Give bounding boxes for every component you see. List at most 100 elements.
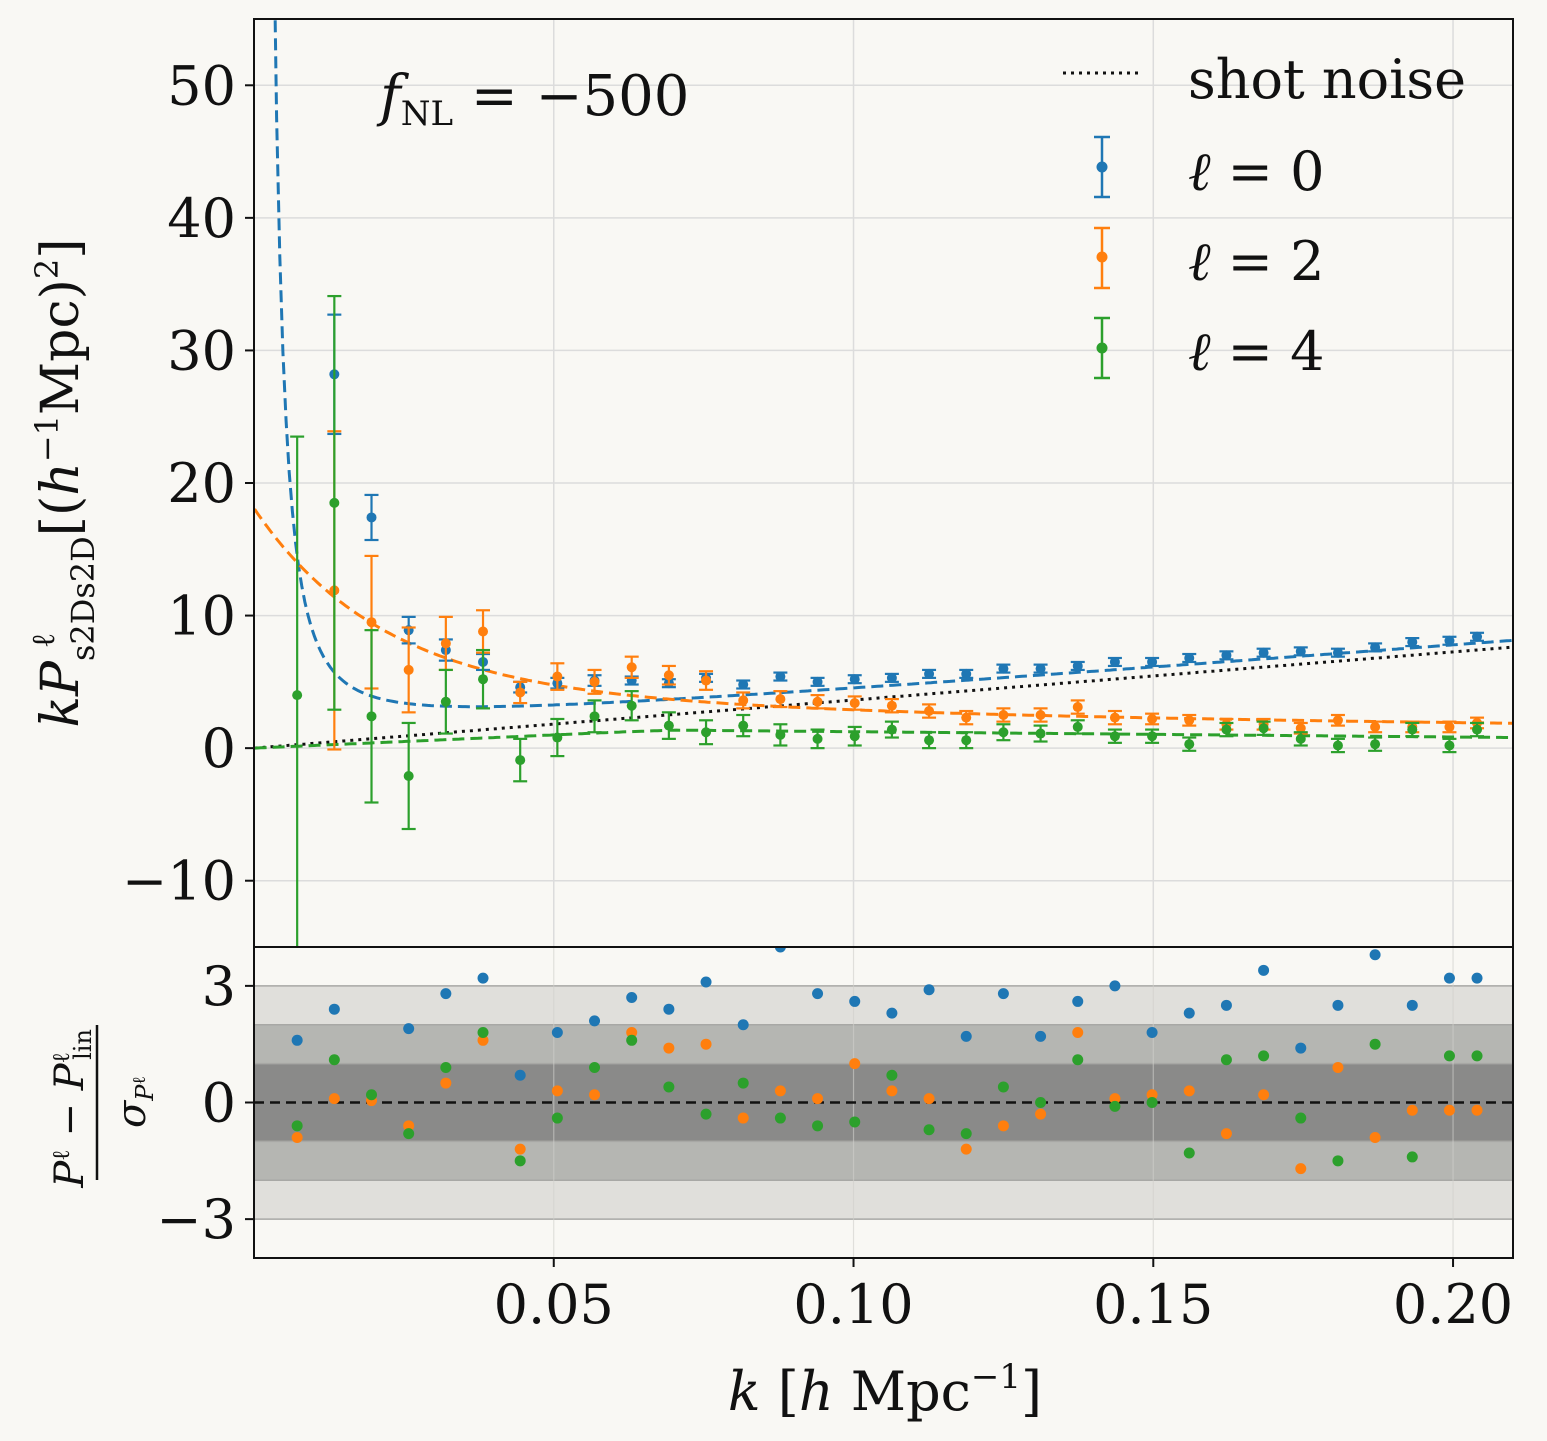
point-marker [701, 727, 712, 738]
point-marker [1444, 721, 1455, 732]
point-marker [1147, 656, 1158, 667]
residual-point [997, 1120, 1009, 1132]
residual-point [812, 1120, 824, 1132]
residual-point [1109, 980, 1121, 992]
residual-point [1146, 1027, 1158, 1039]
residual-point [1183, 1007, 1195, 1019]
residual-point [812, 988, 824, 1000]
data-point [996, 707, 1011, 723]
data-point [1182, 652, 1197, 664]
data-point [327, 294, 342, 711]
point-marker [1332, 715, 1343, 726]
residual-point [1332, 999, 1344, 1011]
shot-noise-line [254, 645, 1513, 750]
data-point [959, 731, 974, 750]
top-y-tick-label: 30 [167, 319, 236, 382]
data-point [1470, 631, 1485, 642]
residual-point [1072, 1054, 1084, 1066]
residual-point [1072, 995, 1084, 1007]
residual-point [1369, 949, 1381, 961]
point-marker [552, 732, 563, 743]
point-marker [478, 674, 489, 685]
legend-l2-swatch [1094, 226, 1110, 290]
residual-point [663, 1003, 675, 1015]
point-marker [366, 711, 377, 722]
residual-point [328, 1054, 340, 1066]
legend-shot-noise-label: shot noise [1188, 48, 1466, 111]
residual-point [403, 1128, 415, 1140]
residual-point [514, 1143, 526, 1155]
point-marker [1472, 631, 1483, 642]
data-point [1368, 642, 1383, 653]
residual-point [1146, 1097, 1158, 1108]
data-point [1070, 660, 1085, 672]
data-point [1405, 721, 1420, 738]
point-marker [1072, 702, 1083, 713]
point-marker [924, 668, 935, 679]
data-point [290, 435, 305, 947]
residual-point [328, 1093, 340, 1105]
fnl-annotation: fNL = −500 [376, 64, 689, 134]
point-marker [626, 662, 637, 673]
point-marker [1472, 724, 1483, 735]
point-marker [1370, 721, 1381, 732]
data-point [699, 670, 714, 691]
residual-point [1369, 1131, 1381, 1143]
data-point [922, 731, 937, 750]
residual-point [1109, 1100, 1121, 1112]
point-marker [849, 731, 860, 742]
point-marker [1295, 723, 1306, 734]
residual-point [1109, 1093, 1121, 1105]
point-marker [1109, 712, 1120, 723]
point-marker [1444, 740, 1455, 751]
residual-point [1295, 1042, 1307, 1054]
residual-point [1146, 1089, 1158, 1101]
data-point [1330, 737, 1345, 754]
point-marker [775, 729, 786, 740]
point-marker [1258, 723, 1269, 734]
residual-point [1220, 999, 1232, 1011]
point-marker [886, 724, 897, 735]
residual-point [849, 995, 861, 1007]
residual-point [1443, 1050, 1455, 1062]
residual-point [477, 1034, 489, 1046]
residual-point [737, 1077, 749, 1089]
data-point [401, 626, 416, 714]
point-marker [775, 671, 786, 682]
data-point [959, 668, 974, 679]
point-marker [1258, 647, 1269, 658]
data-point [1470, 721, 1485, 738]
data-point [810, 676, 825, 687]
point-marker [738, 695, 749, 706]
residual-point [923, 1124, 935, 1136]
point-marker [440, 638, 451, 649]
residual-point [626, 1027, 638, 1039]
residual-point [960, 1030, 972, 1042]
residual-point [1258, 964, 1270, 976]
residual-point [886, 1085, 898, 1097]
bottom-data-points [291, 947, 1483, 1175]
data-point [1033, 663, 1048, 674]
residual-point [551, 1027, 563, 1039]
point-marker [998, 710, 1009, 720]
point-marker [366, 617, 377, 628]
data-point [1107, 728, 1122, 744]
residual-point [1332, 1155, 1344, 1167]
data-point [736, 691, 751, 710]
point-marker [478, 626, 489, 637]
residual-point [1332, 1062, 1344, 1074]
data-point [1070, 719, 1085, 735]
top-y-tick-label: 40 [167, 187, 236, 250]
residual-point [923, 984, 935, 996]
data-point [476, 648, 491, 710]
point-marker [589, 711, 600, 722]
data-point [364, 493, 379, 542]
top-grid [254, 19, 1513, 947]
point-marker [1295, 646, 1306, 657]
point-marker [1035, 728, 1046, 739]
point-marker [961, 668, 972, 679]
data-point [1368, 736, 1383, 752]
residual-point [366, 1089, 378, 1101]
data-point [773, 690, 788, 709]
